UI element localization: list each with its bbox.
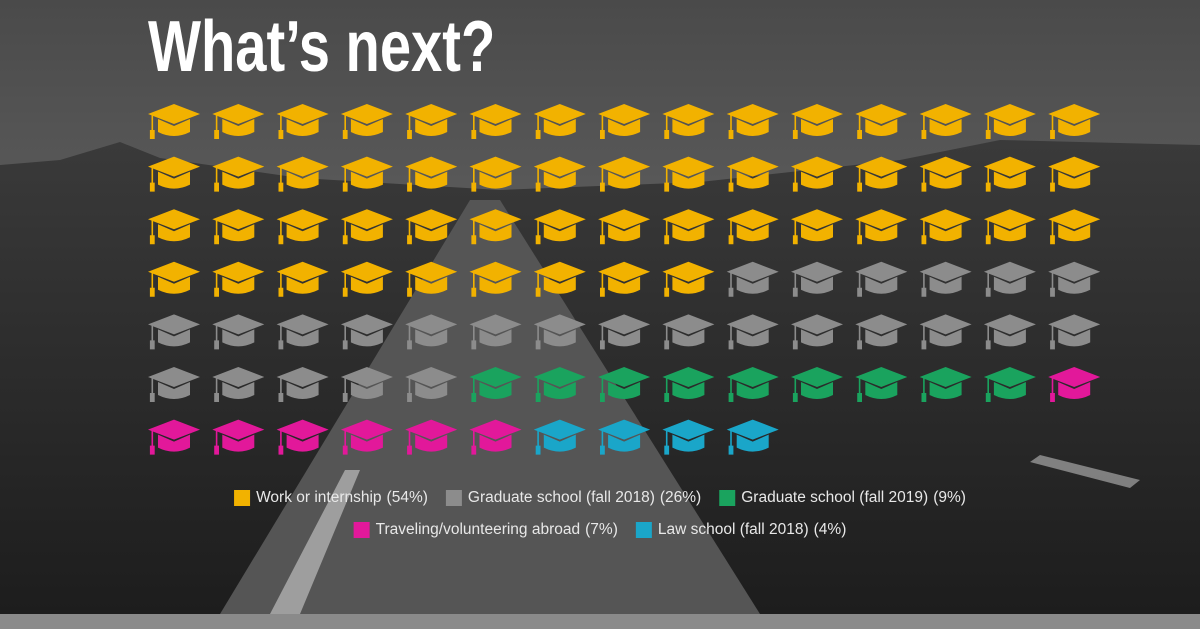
legend-item: Graduate school (fall 2019) (9%) (719, 489, 966, 506)
legend: Work or internship (54%) Graduate school (… (234, 489, 966, 538)
legend-label: Graduate school (fall 2018) (468, 489, 655, 506)
legend-value: (26%) (660, 489, 701, 506)
legend-value: (9%) (933, 489, 966, 506)
legend-swatch (353, 522, 370, 538)
legend-swatch (719, 490, 736, 506)
legend-value: (54%) (387, 489, 428, 506)
legend-swatch (635, 522, 652, 538)
legend-value: (4%) (814, 521, 847, 538)
legend-item: Law school (fall 2018) (4%) (635, 521, 847, 538)
legend-label: Graduate school (fall 2019) (741, 489, 928, 506)
legend-label: Traveling/volunteering abroad (376, 521, 581, 538)
legend-item: Work or internship (54%) (234, 489, 428, 506)
chart-title: What’s next? (148, 6, 495, 86)
legend-swatch (234, 490, 251, 506)
legend-value: (7%) (585, 521, 618, 538)
legend-label: Work or internship (256, 489, 381, 506)
legend-label: Law school (fall 2018) (658, 521, 809, 538)
legend-swatch (445, 490, 462, 506)
legend-item: Traveling/volunteering abroad (7%) (353, 521, 618, 538)
legend-item: Graduate school (fall 2018) (26%) (445, 489, 701, 506)
